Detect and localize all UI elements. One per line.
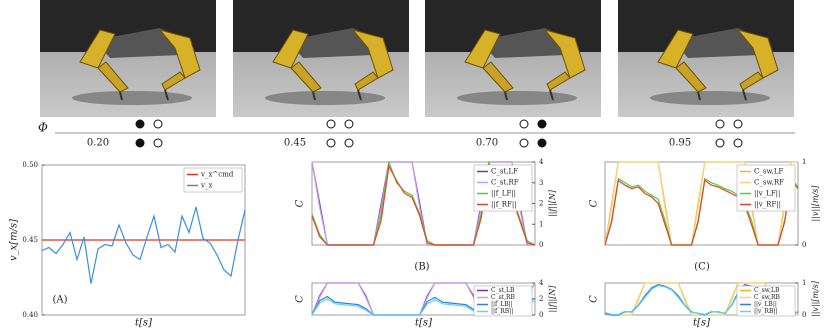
y2-axis-label: ||v||[m/s] [811, 280, 820, 317]
y-axis-label: C [295, 199, 306, 207]
x-axis-label: t[s] [415, 318, 432, 329]
video-frame [232, 0, 410, 118]
legend-label: ||f_RB|| [491, 308, 513, 315]
video-frame [424, 0, 602, 118]
series-line [41, 206, 246, 284]
contact-marker [153, 138, 163, 148]
legend-label: C_st,RF [491, 179, 519, 187]
contact-marker [715, 119, 725, 129]
legend-label: ||v_LF|| [754, 190, 780, 198]
legend-label: v_x^cmd [200, 171, 234, 179]
x-axis-label: t[s] [693, 318, 710, 329]
y2-tick-label: 1 [802, 279, 806, 287]
legend-label: ||f_LB|| [491, 301, 513, 308]
y-tick-label: 0.40 [22, 311, 38, 319]
contact-marker [715, 138, 725, 148]
legend-label: ||v_RB|| [754, 308, 777, 315]
legend-label: C_st,LB [491, 287, 515, 294]
y2-axis-label: ||f||[N] [548, 285, 557, 313]
phase-label: 0.20 [87, 138, 109, 149]
y-tick-label: 0.50 [22, 161, 38, 169]
y2-tick-label: 0 [539, 311, 543, 319]
axes-frame [604, 161, 799, 246]
y2-tick-label: 2 [539, 200, 543, 208]
legend-label: C_sw,RF [754, 179, 784, 187]
contact-marker [326, 138, 336, 148]
y2-tick-label: 4 [539, 158, 544, 166]
y2-tick-label: 2 [539, 295, 543, 303]
y2-tick-label: 4 [539, 279, 544, 287]
y2-tick-label: 0 [802, 241, 806, 249]
legend-label: C_sw,LB [754, 287, 780, 294]
y-axis-label: C [589, 295, 600, 303]
y2-tick-label: 3 [539, 179, 543, 187]
y-axis-label: C [589, 199, 600, 207]
y-axis-label: v_x[m/s] [9, 219, 20, 261]
legend-label: C_st,LF [491, 168, 518, 176]
y2-tick-label: 0 [539, 241, 543, 249]
legend-label: ||v_LB|| [754, 301, 777, 308]
contact-marker [135, 119, 145, 129]
contact-marker [344, 138, 354, 148]
contact-marker [519, 119, 529, 129]
legend-label: ||f_RF|| [491, 201, 517, 209]
series-line [604, 178, 799, 246]
legend-label: ||v_RF|| [754, 201, 781, 209]
phase-label: 0.45 [284, 138, 306, 149]
y2-tick-label: 1 [802, 158, 806, 166]
y2-tick-label: 0 [802, 311, 806, 319]
video-frame [39, 0, 217, 118]
y-axis-label: C [295, 295, 306, 303]
contact-marker [537, 138, 547, 148]
legend-label: C_st,RB [491, 294, 516, 301]
panel-label: (A) [52, 295, 67, 306]
y2-tick-label: 1 [539, 220, 543, 228]
video-frame [617, 0, 795, 118]
panel-label: (B) [414, 262, 429, 273]
y-tick-label: 0.45 [22, 236, 38, 244]
legend-label: v_x [200, 182, 212, 190]
legend-box [183, 167, 243, 193]
legend-label: ||f_LF|| [491, 190, 516, 198]
contact-marker [135, 138, 145, 148]
contact-marker [733, 138, 743, 148]
phase-symbol: Φ [38, 121, 48, 135]
contact-marker [537, 119, 547, 129]
panel-label: (C) [694, 262, 710, 273]
y2-axis-label: ||f||[N] [548, 189, 557, 217]
legend-box [473, 164, 533, 212]
y2-axis-label: ||v||[m/s] [811, 185, 820, 222]
contact-marker [326, 119, 336, 129]
contact-marker [153, 119, 163, 129]
x-axis-label: t[s] [135, 318, 152, 329]
phase-label: 0.95 [669, 138, 691, 149]
phase-label: 0.70 [476, 138, 498, 149]
legend-box [736, 164, 796, 212]
legend-label: C_sw,RB [754, 294, 781, 301]
contact-marker [344, 119, 354, 129]
contact-marker [733, 119, 743, 129]
legend-label: C_sw,LF [754, 168, 783, 176]
contact-marker [519, 138, 529, 148]
